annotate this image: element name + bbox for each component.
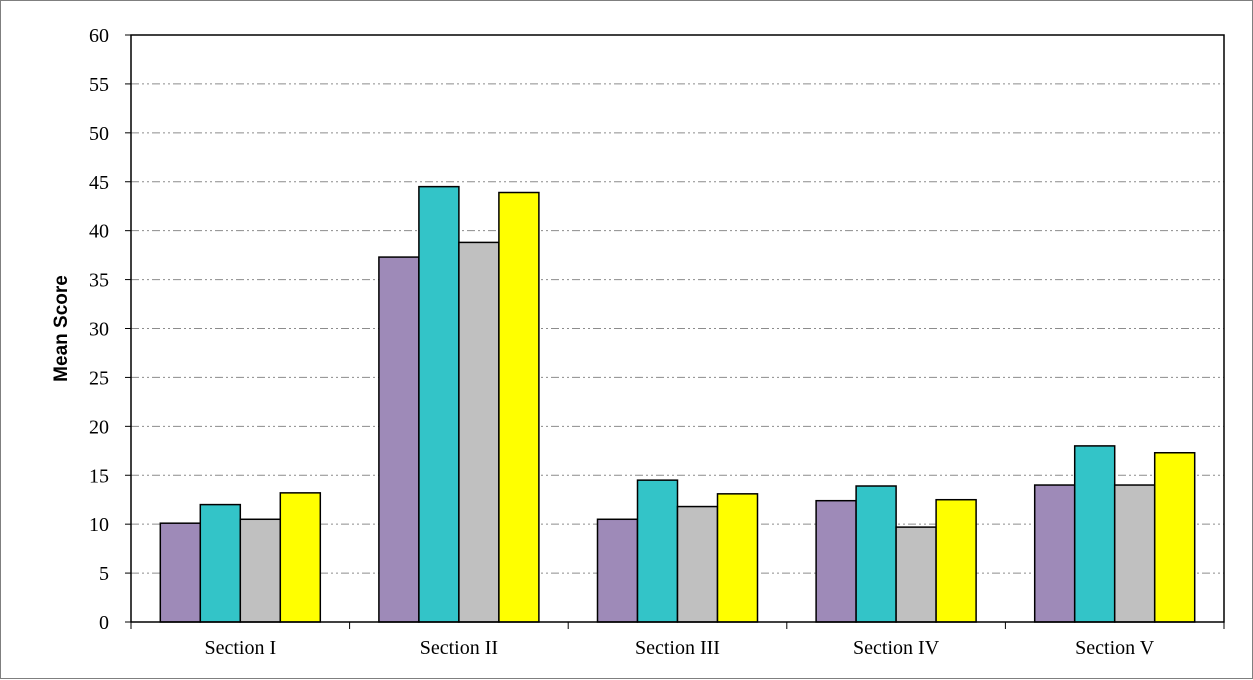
bar-4-section-v (1153, 451, 1196, 623)
bar-3-section-iv (895, 526, 937, 623)
axis-ticks (125, 34, 1225, 629)
bar-1-section-ii (378, 256, 420, 623)
x-axis-tick-labels: Section I Section II Section III Section IV… (204, 637, 1154, 659)
bar-2-section-v (1073, 445, 1116, 623)
x-tick-label: Section III (635, 637, 720, 659)
bar-3-section-v (1113, 484, 1156, 623)
bar-3-section-ii (458, 241, 500, 623)
y-tick-label: 25 (89, 367, 109, 389)
bar-3-section-i (239, 518, 282, 623)
bar-2-section-ii (418, 185, 460, 623)
bar-3-section-iii (676, 505, 719, 623)
bar-1-section-iv (815, 499, 857, 623)
y-tick-label: 40 (89, 221, 109, 243)
bar-1-section-i (159, 522, 202, 623)
y-tick-label: 45 (89, 172, 109, 194)
y-tick-label: 55 (89, 74, 109, 96)
bar-2-section-i (199, 503, 242, 623)
y-tick-label: 10 (89, 514, 109, 536)
y-tick-label: 20 (89, 416, 109, 438)
bar-4-section-i (279, 492, 322, 623)
x-tick-label: Section V (1075, 637, 1155, 659)
bar-1-section-iii (596, 518, 639, 623)
bars (159, 185, 1196, 623)
y-tick-label: 30 (89, 319, 109, 341)
bar-2-section-iv (855, 485, 897, 623)
bar-4-section-ii (498, 191, 540, 623)
y-tick-label: 15 (89, 465, 109, 487)
bar-4-section-iv (935, 498, 977, 623)
bar-4-section-iii (716, 493, 759, 623)
x-tick-label: Section II (420, 637, 498, 659)
y-tick-label: 5 (99, 563, 109, 585)
bar-1-section-v (1033, 484, 1076, 623)
y-tick-label: 50 (89, 123, 109, 145)
bar-2-section-iii (636, 479, 679, 623)
y-tick-label: 35 (89, 270, 109, 292)
y-axis-title: Mean Score (51, 275, 72, 382)
y-tick-label: 60 (89, 25, 109, 47)
y-axis-tick-labels: 0 5 10 15 20 25 30 35 40 45 50 55 60 (89, 25, 109, 634)
x-tick-label: Section I (204, 637, 276, 659)
x-tick-label: Section IV (853, 637, 940, 659)
y-tick-label: 0 (99, 612, 109, 634)
